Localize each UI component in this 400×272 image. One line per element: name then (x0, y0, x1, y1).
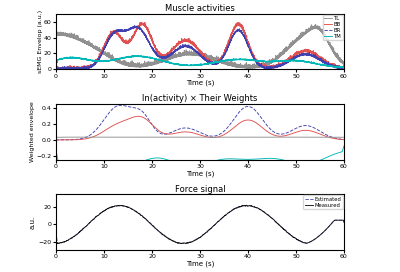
Measured (162, 234, 167, 237)
Estimated (119, 204, 124, 207)
BB (138, 21, 143, 24)
TM (162, 60, 167, 63)
TL (124, 62, 128, 65)
BB (183, 40, 188, 43)
TM (342, 67, 346, 70)
Title: ln(activity) × Their Weights: ln(activity) × Their Weights (142, 94, 258, 103)
Title: Muscle activities: Muscle activities (165, 4, 235, 13)
TM (122, 56, 127, 60)
BB (342, 67, 346, 70)
BB (122, 41, 127, 44)
Measured (342, 221, 346, 224)
TM (124, 56, 128, 59)
Estimated (120, 204, 125, 208)
TL (313, 23, 318, 26)
Line: Estimated: Estimated (56, 206, 344, 243)
BB (54, 67, 58, 70)
Measured (122, 205, 127, 208)
TL (120, 59, 125, 63)
TL (162, 59, 167, 62)
TL (54, 48, 58, 52)
Estimated (162, 234, 167, 237)
TL (122, 61, 127, 65)
TM (339, 66, 344, 69)
X-axis label: Time (s): Time (s) (186, 80, 214, 86)
TL (247, 67, 252, 70)
BR (339, 66, 344, 70)
BB (120, 39, 125, 43)
Y-axis label: Weighted envelope: Weighted envelope (30, 101, 35, 162)
Line: BR: BR (56, 25, 344, 69)
X-axis label: Time (s): Time (s) (186, 261, 214, 267)
Measured (339, 219, 344, 222)
BR (122, 29, 127, 32)
Line: TL: TL (56, 24, 344, 68)
BB (58, 68, 63, 71)
X-axis label: Time (s): Time (s) (186, 170, 214, 177)
Y-axis label: a.u.: a.u. (30, 216, 36, 229)
Measured (179, 242, 184, 245)
BR (124, 29, 128, 32)
Line: BB: BB (56, 22, 344, 69)
Estimated (124, 205, 128, 208)
Measured (124, 205, 128, 208)
BR (342, 66, 346, 70)
Legend: Estimated, Measured: Estimated, Measured (304, 196, 343, 209)
TM (136, 54, 141, 57)
TL (342, 62, 346, 66)
TM (54, 63, 58, 66)
BB (339, 66, 344, 70)
TM (183, 64, 188, 67)
Estimated (179, 242, 184, 245)
Estimated (54, 231, 58, 234)
Title: Force signal: Force signal (175, 185, 225, 194)
BR (162, 56, 167, 60)
Measured (183, 242, 188, 245)
TL (183, 52, 188, 55)
BB (162, 54, 167, 58)
Legend: TL, BB, BR, TM: TL, BB, BR, TM (322, 15, 343, 40)
Measured (120, 204, 125, 207)
TM (342, 66, 346, 69)
Measured (244, 204, 249, 207)
BR (60, 68, 64, 71)
BR (120, 29, 125, 33)
Estimated (342, 221, 346, 224)
Line: TM: TM (56, 55, 344, 68)
Measured (54, 232, 58, 236)
Estimated (122, 205, 127, 208)
Y-axis label: sEMG Envelop (a.u.): sEMG Envelop (a.u.) (38, 10, 42, 73)
BR (132, 24, 137, 27)
BR (183, 43, 188, 46)
Line: Measured: Measured (56, 205, 344, 244)
Estimated (183, 242, 188, 245)
BR (54, 66, 58, 69)
TL (339, 61, 344, 64)
TM (120, 56, 125, 60)
BB (124, 41, 128, 44)
Estimated (339, 219, 344, 222)
